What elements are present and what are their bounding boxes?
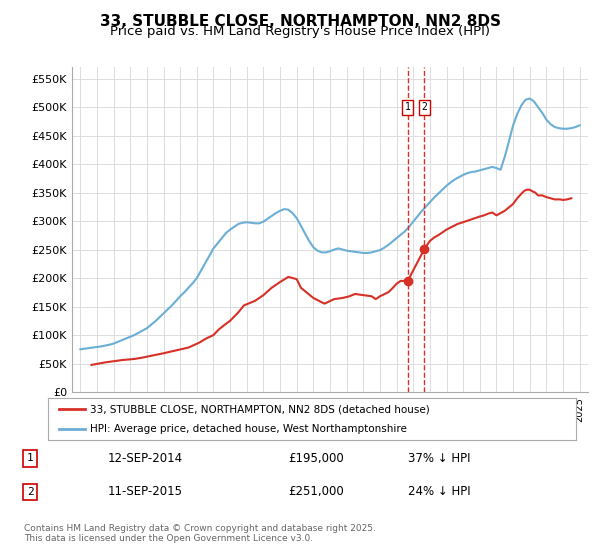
Text: 2: 2	[421, 102, 427, 112]
Text: 24% ↓ HPI: 24% ↓ HPI	[408, 486, 470, 498]
Text: 33, STUBBLE CLOSE, NORTHAMPTON, NN2 8DS: 33, STUBBLE CLOSE, NORTHAMPTON, NN2 8DS	[100, 14, 500, 29]
Text: HPI: Average price, detached house, West Northamptonshire: HPI: Average price, detached house, West…	[90, 424, 407, 434]
Text: £195,000: £195,000	[288, 452, 344, 465]
Text: 11-SEP-2015: 11-SEP-2015	[108, 486, 183, 498]
Text: Price paid vs. HM Land Registry's House Price Index (HPI): Price paid vs. HM Land Registry's House …	[110, 25, 490, 38]
Text: 1: 1	[405, 102, 410, 112]
Text: Contains HM Land Registry data © Crown copyright and database right 2025.
This d: Contains HM Land Registry data © Crown c…	[24, 524, 376, 543]
Text: 2: 2	[26, 487, 34, 497]
Text: 37% ↓ HPI: 37% ↓ HPI	[408, 452, 470, 465]
Text: 12-SEP-2014: 12-SEP-2014	[108, 452, 183, 465]
Text: £251,000: £251,000	[288, 486, 344, 498]
Text: 1: 1	[26, 454, 34, 464]
Text: 33, STUBBLE CLOSE, NORTHAMPTON, NN2 8DS (detached house): 33, STUBBLE CLOSE, NORTHAMPTON, NN2 8DS …	[90, 404, 430, 414]
